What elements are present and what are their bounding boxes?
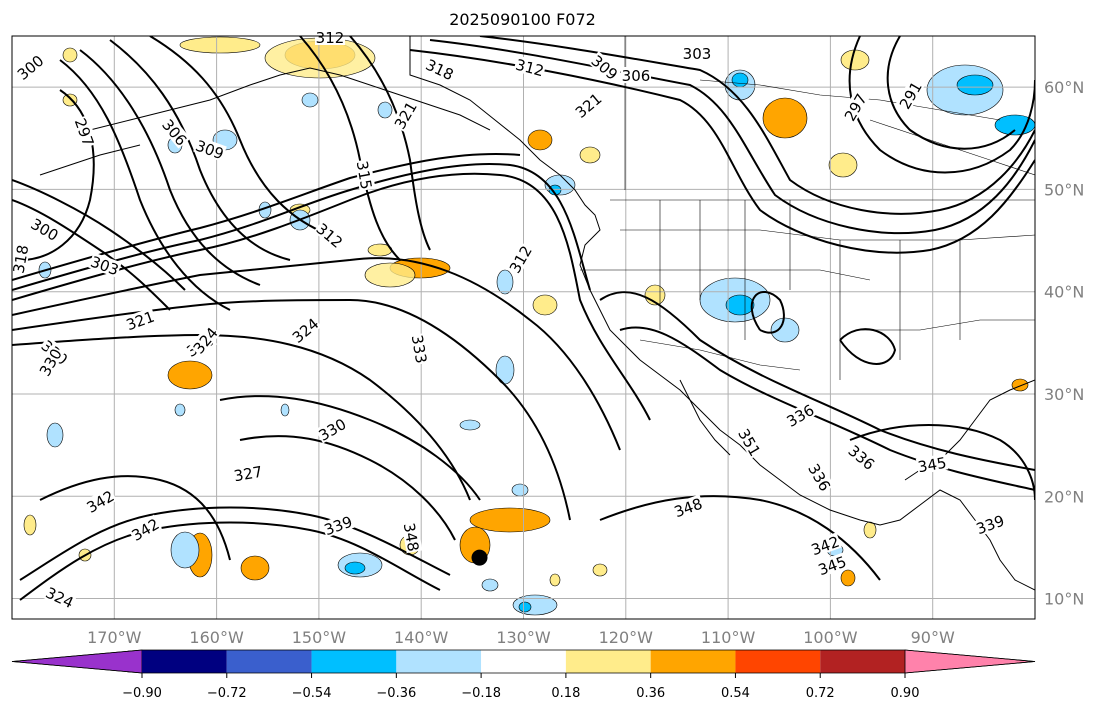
contour-label-bg [588, 51, 622, 83]
colorbar-segment [396, 650, 482, 673]
contour-label-bg [973, 511, 1007, 537]
latitude-labels: 60°N 50°N 40°N 30°N 20°N 10°N [1044, 78, 1084, 608]
contour-label-bg [9, 242, 31, 276]
map-frame [11, 35, 1036, 620]
contour-label-bg [845, 441, 879, 473]
contour-label-bg [35, 345, 65, 379]
contour-label-bg [671, 494, 705, 520]
contour-label-bg [401, 520, 423, 554]
colorbar [11, 649, 1036, 674]
contour-label: 306 [622, 67, 651, 85]
colorbar-tick-label: −0.72 [207, 686, 247, 701]
colorbar-tick-label: −0.18 [461, 686, 501, 701]
colorbar-segment [226, 650, 312, 673]
latitude-label: 20°N [1044, 487, 1084, 506]
map-title: 2025090100 F072 [449, 10, 596, 29]
colorbar-segment [311, 650, 397, 673]
contour-label-bg [513, 55, 547, 79]
longitude-label: 160°W [189, 628, 244, 647]
contour-label-bg [808, 532, 842, 558]
colorbar-ticks: −0.90 −0.72 −0.54 −0.36 −0.18 0.18 0.36 0.54 0.7… [122, 673, 919, 701]
contour-label-bg [13, 51, 47, 83]
longitude-label: 100°W [803, 628, 858, 647]
contour-label-bg [123, 307, 157, 333]
contour-label-bg [682, 45, 712, 61]
contour-label: 315 [353, 160, 376, 191]
contour-label-bg [354, 158, 376, 192]
colorbar-extend-high [904, 649, 1036, 674]
contour-label-bg [390, 98, 420, 132]
longitude-label: 90°W [911, 628, 955, 647]
shaded-positive-patches [23, 36, 1029, 587]
contour-label-bg [805, 460, 835, 494]
longitude-label: 120°W [599, 628, 654, 647]
contour-label-bg [128, 514, 162, 544]
contour-label-bg [83, 486, 117, 516]
contour-label-bg [571, 89, 605, 121]
latitude-label: 60°N [1044, 78, 1084, 97]
contour-label: 303 [683, 45, 712, 63]
contour-label-bg [28, 214, 62, 244]
contour-lines [12, 36, 1035, 601]
contour-label-bg [409, 332, 431, 366]
contour-label-bg [895, 78, 925, 112]
colorbar-segment [481, 650, 566, 673]
latitude-label: 50°N [1044, 180, 1084, 199]
colorbar-tick-label: 0.90 [891, 686, 920, 701]
contour-label-bg [840, 90, 870, 124]
contour-label-bg [313, 219, 347, 251]
colorbar-segment [142, 650, 227, 673]
longitude-label: 150°W [292, 628, 347, 647]
contour-label-bg [288, 314, 322, 346]
contour-label-bg [43, 583, 77, 611]
contour-label-bg [88, 252, 122, 278]
contour-label-bg [231, 462, 265, 484]
latitude-label: 30°N [1044, 385, 1084, 404]
colorbar-tick-label: −0.90 [122, 686, 162, 701]
contour-label-bg [783, 400, 817, 430]
longitude-labels: 170°W 160°W 150°W 140°W 130°W 120°W 110°W 100°W… [87, 628, 955, 647]
colorbar-segment [650, 650, 736, 673]
colorbar-segment [735, 650, 821, 673]
contour-label-bg [735, 425, 765, 459]
latitude-label: 10°N [1044, 590, 1084, 609]
contour-label-bg [621, 67, 651, 83]
contour-label-bg [321, 512, 355, 538]
contour-label: 312 [316, 29, 345, 47]
contour-label-bg [72, 115, 98, 149]
longitude-label: 130°W [496, 628, 551, 647]
contour-label-bg [193, 136, 227, 162]
contour-label-bg [505, 242, 535, 276]
contour-label-bg [915, 453, 949, 475]
colorbar-extend-low [11, 649, 143, 674]
contour-label: 327 [233, 463, 264, 486]
contour-label-bg [159, 115, 191, 149]
contour-label-bg [315, 414, 349, 444]
contour-label-bg [315, 29, 345, 45]
contour-label: 318 [10, 244, 33, 275]
contour-label-bg [423, 55, 457, 83]
colorbar-tick-label: 0.54 [721, 686, 750, 701]
colorbar-tick-label: −0.36 [376, 686, 416, 701]
latitude-label: 40°N [1044, 283, 1084, 302]
colorbar-tick-label: 0.36 [636, 686, 665, 701]
colorbar-tick-label: 0.72 [806, 686, 835, 701]
colorbar-segment [565, 650, 651, 673]
colorbar-tick-label: −0.54 [292, 686, 332, 701]
colorbar-segment [820, 650, 905, 673]
contour-label: 345 [917, 454, 948, 477]
longitude-label: 170°W [87, 628, 142, 647]
colorbar-tick-label: 0.18 [551, 686, 580, 701]
contour-label: 348 [400, 522, 423, 553]
longitude-label: 110°W [701, 628, 756, 647]
storm-center-marker [471, 549, 488, 566]
contour-label: 333 [408, 334, 431, 365]
contour-label-bg [189, 323, 221, 357]
contour-label-bg [815, 552, 849, 578]
longitude-label: 140°W [394, 628, 449, 647]
